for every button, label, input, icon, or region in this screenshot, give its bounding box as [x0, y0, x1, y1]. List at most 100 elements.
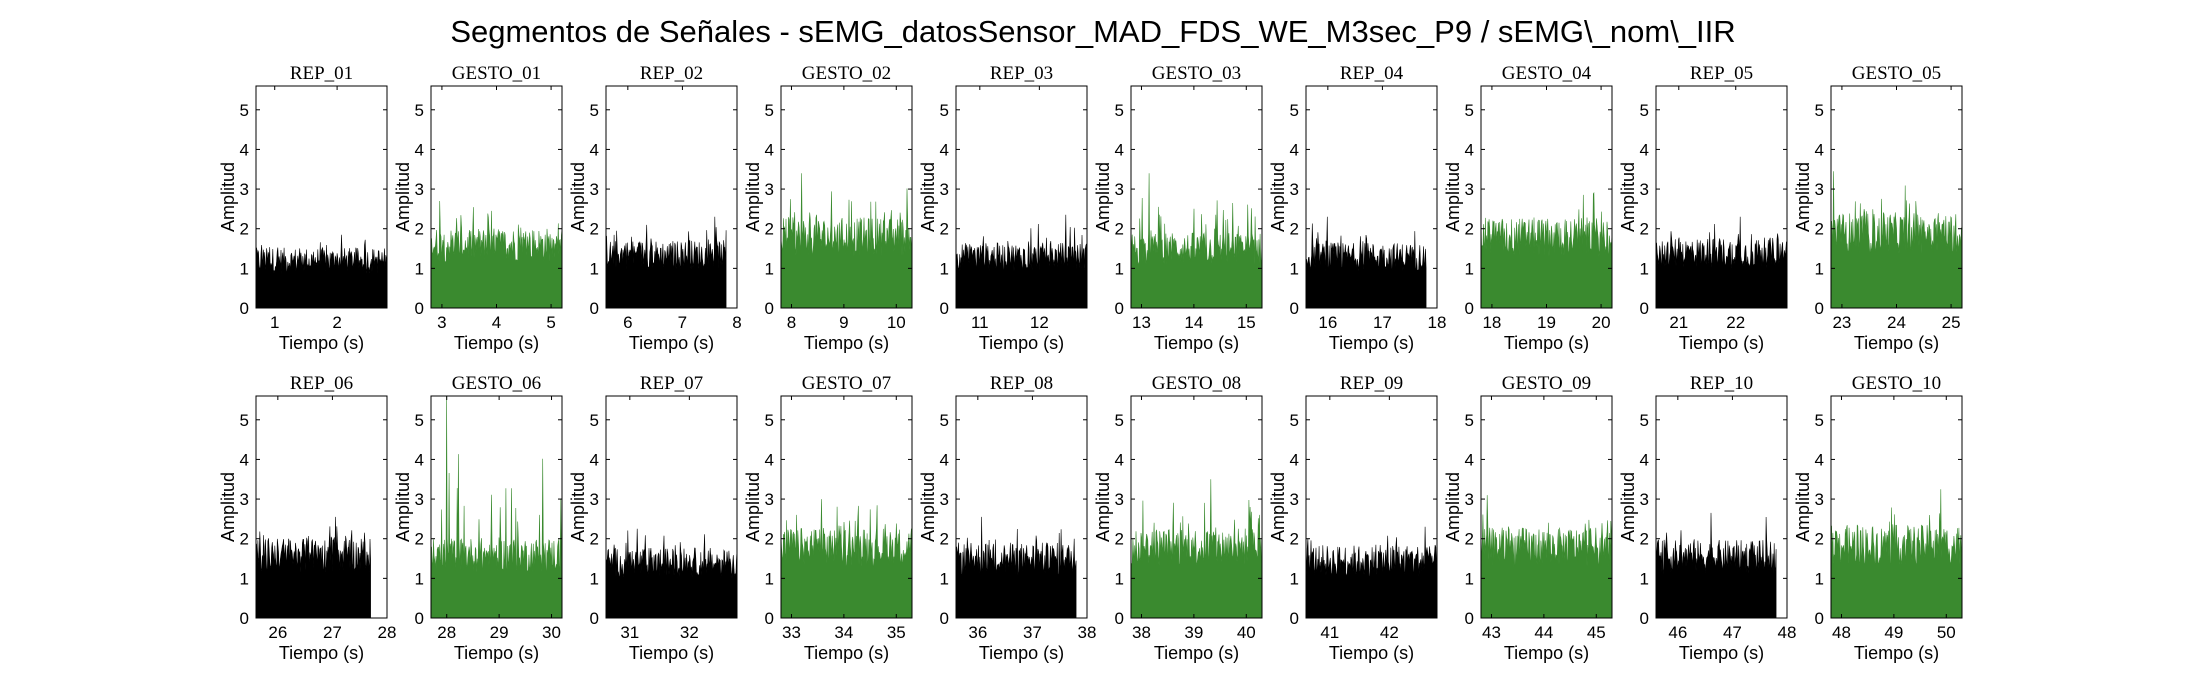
- signal-gesto: [1480, 192, 1613, 309]
- y-tick-label: 1: [1640, 259, 1649, 278]
- y-axis-label: Amplitud: [743, 472, 763, 542]
- y-tick-label: 4: [240, 140, 249, 159]
- x-tick-label: 29: [490, 623, 509, 642]
- x-axis-label: Tiempo (s): [1329, 643, 1414, 663]
- y-axis-label: Amplitud: [218, 162, 238, 232]
- y-tick-label: 0: [240, 609, 249, 628]
- y-tick-label: 0: [1465, 609, 1474, 628]
- y-axis-label: Amplitud: [1793, 472, 1813, 542]
- y-tick-label: 0: [1115, 609, 1124, 628]
- y-tick-label: 3: [1290, 490, 1299, 509]
- y-tick-label: 3: [1115, 490, 1124, 509]
- x-tick-label: 28: [378, 623, 397, 642]
- y-tick-label: 3: [1815, 180, 1824, 199]
- x-tick-label: 21: [1669, 313, 1688, 332]
- y-tick-label: 3: [1465, 490, 1474, 509]
- signal-rep: [605, 216, 727, 309]
- y-tick-label: 5: [240, 101, 249, 120]
- y-axis-label: Amplitud: [1093, 472, 1113, 542]
- signal-rep: [255, 234, 388, 309]
- x-tick-label: 13: [1132, 313, 1151, 332]
- subplot-title: REP_09: [1340, 373, 1403, 394]
- subplot-gesto-04: 0 1 2 3 4 5 18 19 20 GESTO_04 Tiempo (s) Amplitud: [1443, 63, 1613, 353]
- x-axis-label: Tiempo (s): [1504, 333, 1589, 353]
- y-tick-label: 4: [1640, 450, 1649, 469]
- y-axis-label: Amplitud: [1793, 162, 1813, 232]
- signal-gesto: [1830, 489, 1963, 619]
- x-tick-label: 34: [834, 623, 853, 642]
- subplot-rep-09: 0 1 2 3 4 5 41 42 REP_09 Tiempo (s) Amplitud: [1268, 373, 1438, 663]
- y-tick-label: 4: [765, 140, 774, 159]
- subplot-gesto-03: 0 1 2 3 4 5 13 14 15 GESTO_03 Tiempo (s) Amplitud: [1093, 63, 1263, 353]
- y-tick-label: 2: [940, 220, 949, 239]
- y-tick-label: 0: [240, 299, 249, 318]
- y-tick-label: 5: [1640, 411, 1649, 430]
- y-tick-label: 1: [240, 259, 249, 278]
- y-tick-label: 2: [1115, 530, 1124, 549]
- y-tick-label: 2: [765, 220, 774, 239]
- subplot-rep-07: 0 1 2 3 4 5 31 32 REP_07 Tiempo (s) Amplitud: [568, 373, 738, 663]
- subplot-rep-01: 0 1 2 3 4 5 1 2 REP_01 Tiempo (s) Amplitud: [218, 63, 388, 353]
- y-tick-label: 5: [1815, 411, 1824, 430]
- x-tick-label: 31: [620, 623, 639, 642]
- y-tick-label: 2: [765, 530, 774, 549]
- y-tick-label: 5: [415, 101, 424, 120]
- subplot-title: GESTO_01: [452, 63, 541, 84]
- x-axis-label: Tiempo (s): [979, 643, 1064, 663]
- y-tick-label: 4: [1290, 140, 1299, 159]
- signal-gesto: [780, 499, 913, 619]
- y-tick-label: 0: [590, 609, 599, 628]
- x-tick-label: 39: [1184, 623, 1203, 642]
- y-tick-label: 0: [590, 299, 599, 318]
- y-tick-label: 5: [1115, 411, 1124, 430]
- y-tick-label: 3: [590, 180, 599, 199]
- y-tick-label: 2: [1290, 530, 1299, 549]
- x-tick-label: 14: [1184, 313, 1203, 332]
- axes-frame: [1480, 395, 1613, 619]
- x-tick-label: 44: [1534, 623, 1553, 642]
- y-tick-label: 5: [940, 101, 949, 120]
- x-tick-label: 8: [787, 313, 796, 332]
- y-tick-label: 0: [940, 299, 949, 318]
- y-tick-label: 5: [765, 411, 774, 430]
- signal-rep: [955, 214, 1088, 309]
- y-axis-label: Amplitud: [1268, 162, 1288, 232]
- signal-gesto: [780, 173, 913, 309]
- subplot-rep-08: 0 1 2 3 4 5 36 37 38 REP_08 Tiempo (s) Amplitud: [918, 373, 1096, 663]
- x-tick-label: 22: [1726, 313, 1745, 332]
- axes-frame: [1655, 85, 1788, 309]
- y-tick-label: 3: [1815, 490, 1824, 509]
- y-tick-label: 4: [1465, 450, 1474, 469]
- y-tick-label: 0: [1815, 609, 1824, 628]
- y-tick-label: 5: [1465, 411, 1474, 430]
- x-tick-label: 33: [782, 623, 801, 642]
- y-tick-label: 1: [765, 259, 774, 278]
- subplot-gesto-10: 0 1 2 3 4 5 48 49 50 GESTO_10 Tiempo (s) Amplitud: [1793, 373, 1963, 663]
- y-tick-label: 1: [1115, 569, 1124, 588]
- signal-rep: [255, 516, 371, 619]
- x-tick-label: 11: [971, 313, 989, 332]
- y-tick-label: 3: [765, 180, 774, 199]
- y-tick-label: 4: [590, 140, 599, 159]
- y-axis-label: Amplitud: [1618, 472, 1638, 542]
- x-tick-label: 50: [1937, 623, 1956, 642]
- x-axis-label: Tiempo (s): [1854, 643, 1939, 663]
- axes-frame: [780, 85, 913, 309]
- signal-rep: [955, 516, 1077, 619]
- x-tick-label: 26: [268, 623, 287, 642]
- x-tick-label: 28: [437, 623, 456, 642]
- y-tick-label: 5: [1290, 411, 1299, 430]
- signal-gesto: [1130, 173, 1263, 309]
- axes-frame: [780, 395, 913, 619]
- x-tick-label: 23: [1832, 313, 1851, 332]
- y-tick-label: 5: [590, 411, 599, 430]
- signal-gesto: [430, 200, 563, 309]
- y-tick-label: 1: [1815, 569, 1824, 588]
- x-tick-label: 8: [732, 313, 741, 332]
- x-tick-label: 43: [1482, 623, 1501, 642]
- subplot-title: GESTO_03: [1152, 63, 1241, 84]
- x-axis-label: Tiempo (s): [1154, 333, 1239, 353]
- x-axis-label: Tiempo (s): [979, 333, 1064, 353]
- subplot-title: REP_01: [290, 63, 353, 84]
- x-axis-label: Tiempo (s): [1679, 333, 1764, 353]
